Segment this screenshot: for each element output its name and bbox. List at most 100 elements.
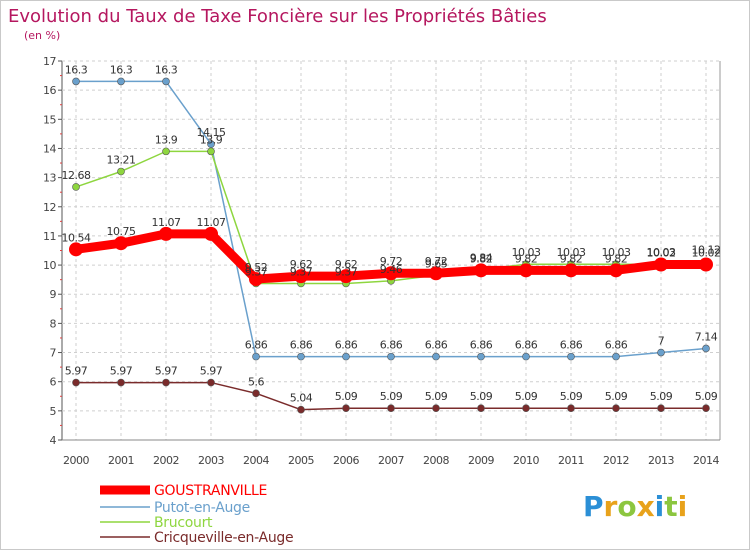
y-tick-label: 13 [43,172,56,185]
data-point [204,226,218,241]
data-label: 5.6 [248,375,264,388]
data-point [432,404,440,413]
data-label: 11.07 [152,216,181,229]
y-tick-label: 12 [43,201,56,214]
data-label: 10.03 [602,246,631,259]
data-point [117,378,125,387]
data-label: 9.72 [380,255,403,268]
legend-label: GOUSTRANVILLE [154,483,267,499]
data-point [162,378,170,387]
data-label: 9.82 [470,252,493,265]
data-point [612,404,620,413]
data-label: 7.14 [695,330,718,343]
data-point [72,183,80,191]
data-label: 12.68 [62,169,91,182]
data-label: 6.86 [335,339,358,352]
data-point [252,352,260,361]
data-point [159,226,173,241]
data-point [564,263,578,278]
data-point [162,77,170,86]
data-label: 6.86 [425,339,448,352]
data-point [294,269,308,284]
data-label: 10.02 [692,246,721,259]
data-label: 9.52 [245,261,268,274]
data-point [429,266,443,281]
data-point [387,352,395,361]
y-tick-label: 8 [50,317,57,330]
x-tick-label: 2004 [243,454,269,467]
data-label: 7 [658,335,665,348]
data-label: 5.09 [425,390,448,403]
data-label: 5.09 [470,390,493,403]
data-label: 5.97 [110,365,133,378]
x-tick-label: 2012 [603,454,629,467]
data-label: 13.21 [107,153,136,166]
data-label: 9.72 [425,255,448,268]
data-point [207,378,215,387]
data-label: 5.04 [290,392,313,405]
data-point [519,263,533,278]
chart-title: Evolution du Taux de Taxe Foncière sur l… [8,6,547,27]
data-point [432,352,440,361]
data-point [339,269,353,284]
data-label: 9.62 [335,258,358,271]
data-point [72,77,80,86]
data-label: 9.84 [470,252,493,265]
data-label: 6.86 [245,339,268,352]
x-tick-label: 2013 [648,454,674,467]
data-point [477,404,485,413]
data-point [702,344,710,353]
x-tick-label: 2000 [63,454,89,467]
data-label: 5.09 [515,390,538,403]
y-tick-label: 17 [43,55,56,68]
data-label: 10.75 [107,225,136,238]
x-tick-label: 2001 [108,454,134,467]
x-tick-label: 2010 [513,454,539,467]
data-label: 5.09 [335,390,358,403]
data-point [297,405,305,414]
chart-subtitle: (en %) [24,29,60,42]
data-label: 9.82 [560,252,583,265]
data-point [117,167,125,176]
x-tick-label: 2008 [423,454,449,467]
data-point [654,257,668,272]
data-label: 13.9 [155,133,178,146]
y-tick-label: 4 [50,434,57,447]
data-point [249,272,263,287]
data-label: 5.09 [650,390,673,403]
x-tick-label: 2005 [288,454,314,467]
x-tick-label: 2011 [558,454,584,467]
data-label: 14.15 [197,126,226,139]
x-tick-label: 2006 [333,454,359,467]
data-label: 10.02 [647,246,676,259]
data-label: 6.86 [605,339,628,352]
data-point [612,352,620,361]
x-tick-label: 2003 [198,454,224,467]
data-point [522,404,530,413]
data-label: 6.86 [380,339,403,352]
data-label: 9.37 [335,265,358,278]
data-point [609,263,623,278]
data-label: 9.82 [515,252,538,265]
data-point [72,378,80,387]
y-tick-label: 14 [43,142,56,155]
data-label: 6.86 [560,339,583,352]
data-label: 5.09 [560,390,583,403]
data-label: 10.54 [62,231,91,244]
data-point [252,389,260,398]
data-label: 6.86 [470,339,493,352]
y-tick-label: 10 [43,259,56,272]
proxiti-logo: Proxiti [583,490,687,523]
x-tick-label: 2009 [468,454,494,467]
data-label: 6.86 [290,339,313,352]
data-label: 13.9 [200,133,223,146]
data-label: 5.09 [695,390,718,403]
data-point [657,348,665,357]
data-point [342,352,350,361]
data-point [387,404,395,413]
data-label: 9.82 [605,252,628,265]
data-label: 5.97 [155,365,178,378]
data-label: 10.03 [647,246,676,259]
data-label: 16.3 [65,63,88,76]
data-point [69,242,83,257]
